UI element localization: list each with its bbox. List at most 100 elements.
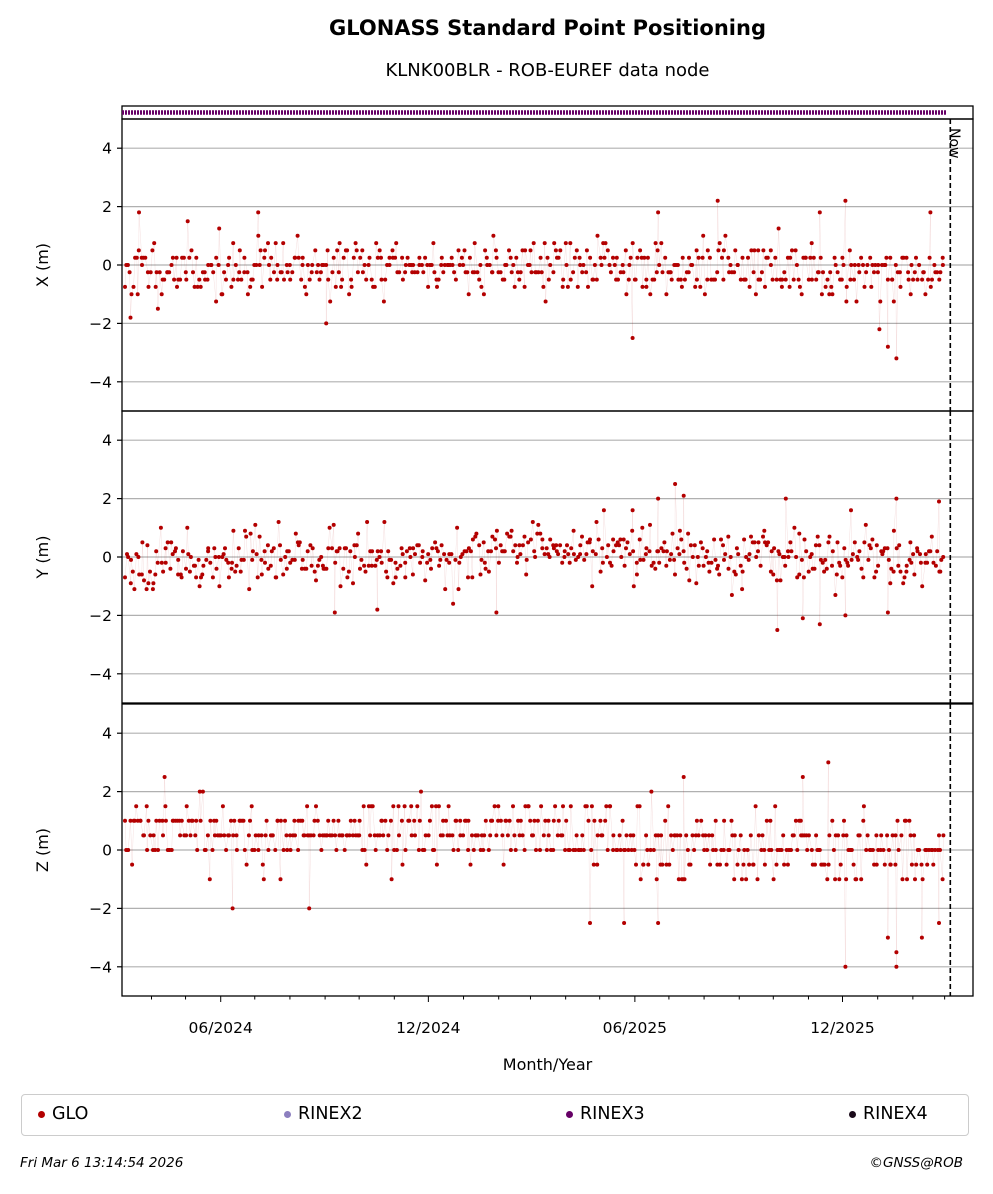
data-point-glo — [539, 804, 544, 809]
data-point-glo — [814, 833, 819, 838]
data-point-glo — [128, 581, 133, 586]
data-point-glo — [663, 818, 668, 823]
data-point-glo — [540, 537, 545, 542]
data-point-glo — [490, 534, 495, 539]
data-point-glo — [269, 549, 274, 554]
data-point-glo — [660, 862, 665, 867]
data-point-glo — [735, 263, 740, 267]
data-point-glo — [152, 241, 157, 246]
data-point-glo — [538, 848, 542, 852]
data-point-glo — [719, 537, 723, 542]
data-point-glo — [779, 284, 784, 289]
data-point-glo — [608, 804, 613, 809]
data-point-glo — [586, 284, 590, 289]
data-point-glo — [781, 833, 786, 838]
data-point-glo — [453, 277, 458, 282]
data-point-glo — [459, 255, 464, 260]
data-point-glo — [224, 277, 228, 282]
data-point-glo — [481, 292, 486, 297]
data-point-glo — [341, 255, 346, 260]
y-tick-label: 2 — [102, 490, 112, 508]
data-point-glo — [529, 270, 534, 275]
data-point-glo — [812, 566, 817, 571]
data-point-glo — [274, 575, 279, 580]
data-point-glo — [911, 552, 916, 557]
data-point-glo — [468, 862, 473, 867]
data-point-glo — [264, 818, 269, 823]
legend-rinex3-label: RINEX3 — [580, 1104, 645, 1124]
data-point-glo — [377, 248, 382, 253]
data-point-glo — [614, 543, 618, 548]
data-point-glo — [817, 848, 822, 852]
data-point-glo — [214, 818, 219, 823]
data-point-glo — [675, 833, 680, 838]
data-point-glo — [278, 557, 283, 562]
data-point-glo — [713, 277, 717, 282]
data-point-glo — [800, 616, 805, 621]
data-point-glo — [748, 833, 753, 838]
data-point-glo — [349, 284, 354, 289]
data-point-glo — [742, 537, 747, 542]
legend-rinex2-label: RINEX2 — [298, 1104, 363, 1124]
data-point-glo — [310, 546, 315, 551]
data-point-glo — [128, 818, 133, 823]
panel-z: −4 −2 0 2 4 Z (m) — [33, 703, 974, 997]
data-point-glo — [214, 299, 219, 304]
data-point-glo — [205, 277, 210, 282]
data-point-glo — [644, 546, 649, 551]
data-point-glo — [411, 546, 416, 551]
data-point-glo — [185, 219, 190, 224]
data-point-glo — [242, 255, 247, 260]
data-point-glo — [211, 270, 216, 275]
data-point-glo — [247, 587, 252, 592]
data-point-glo — [654, 877, 659, 882]
data-point-glo — [917, 263, 922, 267]
data-point-glo — [790, 248, 794, 253]
data-point-glo — [672, 557, 677, 562]
data-point-glo — [759, 270, 764, 275]
data-point-glo — [764, 818, 769, 823]
data-point-glo — [313, 248, 318, 253]
data-point-glo — [163, 804, 168, 809]
data-point-glo — [567, 560, 572, 565]
data-point-glo — [419, 789, 423, 794]
data-point-glo — [677, 552, 682, 557]
data-point-glo — [849, 508, 853, 513]
y-tick-label: 2 — [102, 783, 112, 801]
data-point-glo — [545, 255, 550, 260]
data-point-glo — [402, 804, 407, 809]
data-point-glo — [300, 557, 305, 562]
data-point-glo — [337, 546, 342, 551]
data-point-glo — [214, 566, 219, 571]
data-point-glo — [852, 263, 857, 267]
data-point-glo — [457, 263, 462, 267]
data-point-glo — [722, 818, 727, 823]
data-point-glo — [642, 255, 647, 260]
data-point-glo — [283, 555, 288, 559]
data-point-glo — [413, 552, 417, 557]
data-point-glo — [188, 833, 193, 838]
data-point-glo — [482, 560, 487, 565]
data-point-glo — [375, 607, 380, 612]
data-point-glo — [168, 566, 173, 571]
data-point-glo — [760, 833, 765, 838]
data-point-glo — [206, 549, 211, 554]
data-point-glo — [856, 263, 861, 267]
data-point-glo — [832, 255, 837, 260]
data-point-glo — [136, 555, 141, 559]
data-point-glo — [849, 557, 854, 562]
data-point-glo — [589, 804, 594, 809]
data-point-glo — [123, 818, 127, 823]
data-point-glo — [374, 557, 379, 562]
data-point-glo — [733, 572, 738, 577]
data-point-glo — [805, 848, 810, 852]
data-point-glo — [230, 560, 234, 565]
data-point-glo — [394, 848, 399, 852]
data-point-glo — [487, 263, 492, 267]
data-point-glo — [253, 833, 258, 838]
data-point-glo — [756, 549, 760, 554]
data-point-glo — [908, 292, 913, 297]
data-point-glo — [744, 555, 749, 559]
data-point-glo — [901, 255, 906, 260]
data-point-glo — [372, 833, 377, 838]
